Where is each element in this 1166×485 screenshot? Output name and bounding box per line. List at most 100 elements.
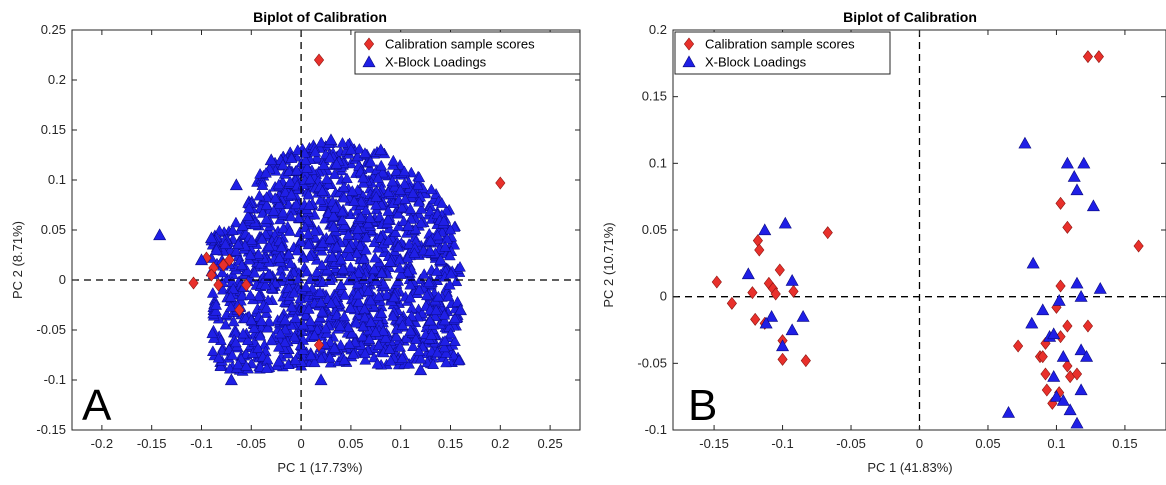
loading-marker bbox=[260, 307, 273, 318]
loading-marker bbox=[340, 172, 353, 184]
x-tick-label: 0.15 bbox=[1112, 436, 1137, 451]
loading-marker bbox=[453, 303, 467, 316]
loading-marker bbox=[414, 352, 427, 364]
loading-marker bbox=[275, 241, 288, 252]
loading-marker bbox=[277, 222, 290, 234]
loading-marker bbox=[352, 266, 365, 278]
loading-marker bbox=[342, 229, 355, 240]
loading-marker bbox=[288, 330, 301, 342]
loading-marker bbox=[227, 315, 240, 327]
loading-marker bbox=[244, 248, 257, 260]
y-tick-label: 0 bbox=[59, 272, 66, 287]
loading-marker bbox=[395, 268, 407, 279]
loading-marker bbox=[392, 207, 405, 219]
loading-marker bbox=[229, 336, 242, 348]
score-marker bbox=[313, 53, 325, 67]
loading-marker bbox=[393, 261, 406, 273]
loading-marker bbox=[407, 340, 419, 352]
loading-marker bbox=[785, 274, 799, 286]
loading-marker bbox=[414, 363, 428, 376]
loading-marker bbox=[348, 195, 361, 206]
loading-marker bbox=[345, 143, 357, 155]
score-marker bbox=[1013, 339, 1024, 353]
loading-marker bbox=[424, 205, 437, 217]
score-marker bbox=[188, 276, 199, 290]
loading-marker bbox=[317, 158, 330, 170]
x-tick-label: 0.1 bbox=[1047, 436, 1065, 451]
x-tick-label: -0.1 bbox=[771, 436, 793, 451]
loading-marker bbox=[328, 341, 341, 353]
loading-marker bbox=[219, 238, 232, 249]
loading-marker bbox=[376, 166, 389, 178]
loading-marker bbox=[242, 210, 254, 221]
loading-marker bbox=[415, 216, 427, 228]
loading-marker bbox=[229, 178, 243, 191]
loading-marker bbox=[439, 240, 452, 252]
loading-marker bbox=[315, 259, 328, 271]
loading-marker bbox=[353, 142, 366, 154]
loading-marker bbox=[255, 314, 268, 326]
loading-marker bbox=[310, 266, 323, 277]
loading-marker bbox=[289, 354, 302, 365]
loading-marker bbox=[1086, 199, 1100, 212]
loading-marker bbox=[360, 231, 373, 243]
loading-marker bbox=[301, 161, 313, 173]
score-marker bbox=[1055, 279, 1066, 293]
loading-marker bbox=[329, 201, 342, 213]
loading-marker bbox=[260, 199, 273, 210]
loading-marker bbox=[232, 358, 245, 370]
loading-marker bbox=[371, 357, 384, 369]
score-marker bbox=[1055, 196, 1066, 210]
score-marker bbox=[1062, 359, 1073, 373]
loading-marker bbox=[432, 290, 445, 302]
axes-box bbox=[71, 29, 581, 431]
loading-marker bbox=[388, 291, 400, 303]
loading-marker bbox=[413, 195, 426, 207]
loading-marker bbox=[442, 290, 455, 302]
y-tick-label: 0.1 bbox=[649, 155, 667, 170]
loading-marker bbox=[299, 281, 312, 292]
loading-marker bbox=[375, 159, 388, 171]
loading-marker bbox=[444, 327, 457, 339]
loading-marker bbox=[259, 279, 272, 290]
loading-marker bbox=[392, 241, 405, 252]
loading-marker bbox=[351, 223, 364, 234]
loading-marker bbox=[796, 310, 810, 322]
score-marker bbox=[1093, 50, 1104, 64]
loading-marker bbox=[261, 321, 274, 333]
loading-marker bbox=[320, 172, 333, 184]
loading-marker bbox=[435, 197, 448, 208]
loading-marker bbox=[304, 315, 317, 326]
loading-marker bbox=[206, 327, 219, 339]
loading-marker bbox=[407, 187, 419, 198]
x-tick-label: 0.25 bbox=[537, 436, 562, 451]
loading-marker bbox=[337, 181, 350, 192]
loading-marker bbox=[226, 224, 239, 236]
loading-marker bbox=[314, 193, 327, 205]
loading-marker bbox=[390, 164, 403, 176]
y-tick-label: 0.25 bbox=[41, 22, 66, 37]
x-block-loadings-cloud bbox=[205, 136, 466, 376]
loading-marker bbox=[370, 190, 383, 202]
loading-marker bbox=[316, 185, 329, 196]
loading-marker bbox=[256, 179, 269, 190]
loading-marker bbox=[440, 356, 453, 368]
score-marker bbox=[1037, 350, 1048, 364]
loading-marker bbox=[444, 223, 457, 235]
loading-marker bbox=[299, 309, 312, 320]
legend-box bbox=[674, 31, 891, 75]
loading-marker bbox=[374, 143, 388, 156]
loading-marker bbox=[327, 220, 340, 232]
loading-marker bbox=[372, 290, 385, 302]
legend-marker bbox=[683, 37, 695, 51]
loading-marker bbox=[308, 356, 321, 368]
x-tick-label: -0.1 bbox=[190, 436, 212, 451]
loading-marker bbox=[277, 158, 289, 170]
loading-marker bbox=[319, 322, 332, 334]
loading-marker bbox=[236, 219, 249, 231]
loading-marker bbox=[387, 309, 399, 321]
loading-marker bbox=[420, 289, 433, 301]
score-marker bbox=[1062, 220, 1073, 234]
loading-marker bbox=[427, 358, 440, 369]
loading-marker bbox=[351, 229, 364, 241]
